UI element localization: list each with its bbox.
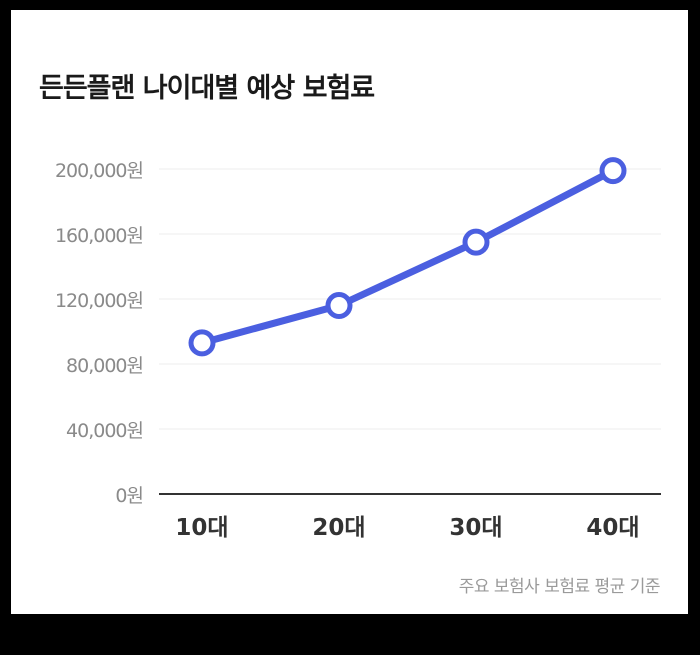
x-axis: 10대 20대 30대 40대 xyxy=(159,493,661,541)
y-tick-label: 160,000원 xyxy=(55,225,143,247)
gridlines xyxy=(159,168,661,430)
x-tick-label: 20대 xyxy=(312,515,365,541)
series-group xyxy=(188,157,627,357)
data-point xyxy=(462,228,490,256)
y-tick-label: 120,000원 xyxy=(55,290,143,312)
x-tick-label: 30대 xyxy=(449,515,502,541)
chart-card: 든든플랜 나이대별 예상 보험료 0원 40,000원 80,000원 120,000… xyxy=(11,10,688,614)
y-axis: 0원 40,000원 80,000원 120,000원 160,000원 200,000원 xyxy=(55,160,144,507)
line-chart: 0원 40,000원 80,000원 120,000원 160,000원 200,000원… xyxy=(55,157,661,541)
y-tick-label: 80,000원 xyxy=(66,355,143,377)
y-tick-label: 200,000원 xyxy=(55,160,143,182)
data-point xyxy=(599,157,627,185)
y-tick-label: 40,000원 xyxy=(66,420,143,442)
chart-title: 든든플랜 나이대별 예상 보험료 xyxy=(39,73,375,104)
data-point xyxy=(325,292,353,319)
series-line xyxy=(198,167,617,347)
x-tick-label: 40대 xyxy=(586,515,639,541)
data-point xyxy=(188,329,216,357)
source-note: 주요 보험사 보험료 평균 기준 xyxy=(458,577,661,597)
y-tick-label: 0원 xyxy=(115,485,143,507)
x-tick-label: 10대 xyxy=(175,515,228,541)
